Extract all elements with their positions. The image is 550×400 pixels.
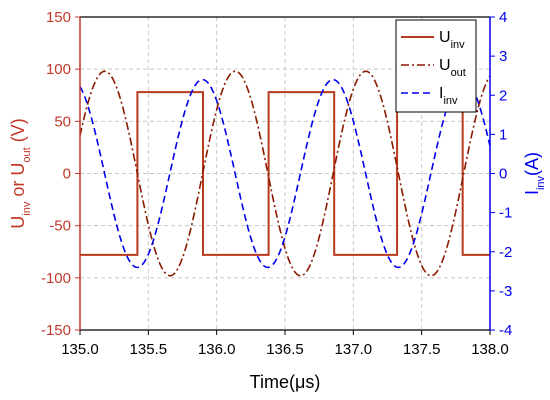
x-tick-label: 138.0	[471, 341, 509, 358]
x-axis-title: Time(μs)	[250, 372, 321, 392]
y-right-tick-label: 1	[499, 126, 507, 143]
x-tick-label: 137.5	[403, 341, 441, 358]
legend-label-iinv: Iinv	[439, 85, 458, 107]
y-right-tick-label: 0	[499, 166, 507, 183]
x-tick-label: 135.0	[61, 341, 99, 358]
y-right-tick-label: 2	[499, 87, 507, 104]
x-tick-label: 136.0	[198, 341, 236, 358]
x-tick-label: 135.5	[130, 341, 168, 358]
y-right-tick-label: -4	[499, 322, 512, 339]
series-line-iinv	[80, 78, 490, 269]
y-left-tick-label: -50	[49, 218, 71, 235]
y-right-tick-label: -2	[499, 244, 512, 261]
legend-label-uout: Uout	[439, 57, 466, 79]
y-left-tick-label: 0	[63, 166, 71, 183]
y-left-tick-label: -100	[41, 270, 71, 287]
x-tick-label: 137.0	[335, 341, 373, 358]
y-right-tick-label: 3	[499, 48, 507, 65]
y-right-tick-label: -1	[499, 205, 512, 222]
y-left-tick-label: 50	[54, 113, 71, 130]
y-left-tick-label: 150	[46, 9, 71, 26]
y-right-tick-label: 4	[499, 9, 507, 26]
legend-label-uinv: Uinv	[439, 29, 465, 51]
series-line-uout	[80, 70, 490, 277]
y-right-tick-label: -3	[499, 283, 512, 300]
y-right-axis-title: Iinv(A)	[522, 152, 547, 195]
x-tick-label: 136.5	[266, 341, 304, 358]
legend-box	[395, 19, 477, 113]
y-left-tick-label: 100	[46, 61, 71, 78]
legend: Uinv Uout Iinv	[395, 19, 477, 113]
grid-lines	[80, 17, 490, 330]
y-left-axis-title: Uinv or Uout (V)	[8, 118, 33, 228]
y-left-tick-label: -150	[41, 322, 71, 339]
